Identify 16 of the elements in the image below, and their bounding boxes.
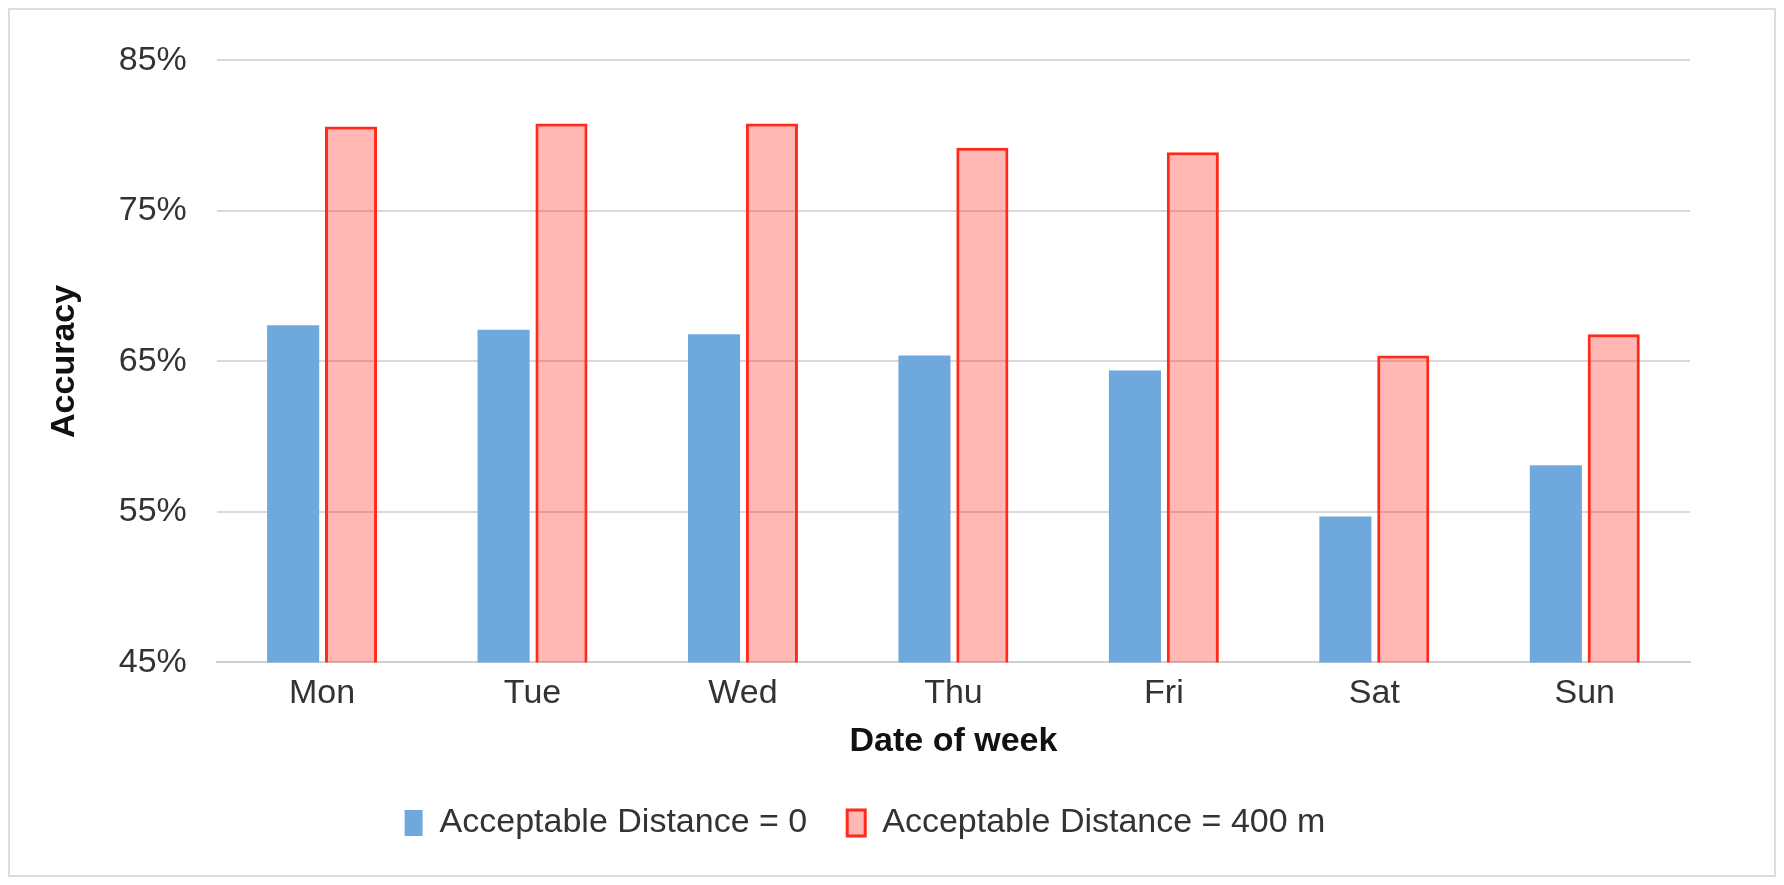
x-tick-label: Fri — [1144, 672, 1184, 711]
x-tick-label: Wed — [708, 672, 778, 711]
x-tick-label: Thu — [924, 672, 983, 711]
y-tick-label: 65% — [118, 339, 187, 378]
x-tick-label: Sat — [1348, 672, 1401, 711]
y-tick-label: 75% — [118, 189, 187, 228]
x-tick-label: Mon — [289, 672, 356, 711]
x-tick-label: Sun — [1554, 672, 1616, 711]
legend-label: Acceptable Distance = 400 m — [882, 801, 1326, 840]
y-tick-label: 45% — [118, 640, 187, 679]
x-axis-title: Date of week — [849, 719, 1058, 758]
x-tick-label: Tue — [503, 672, 562, 711]
y-tick-label: 85% — [118, 38, 187, 77]
y-tick-label: 55% — [118, 490, 187, 529]
y-axis-title: Accuracy — [42, 284, 81, 438]
legend-label: Acceptable Distance = 0 — [439, 801, 808, 840]
